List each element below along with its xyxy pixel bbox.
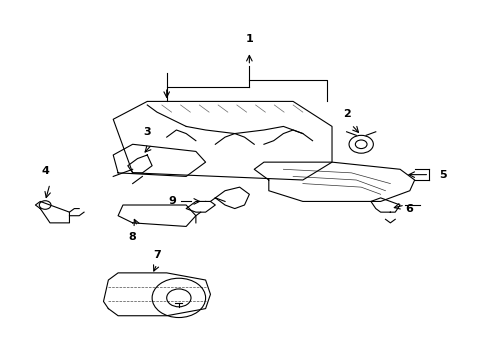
Text: 9: 9	[168, 197, 176, 206]
Text: 6: 6	[404, 203, 412, 213]
Text: 1: 1	[245, 34, 253, 44]
Text: 7: 7	[153, 250, 161, 260]
Text: 5: 5	[438, 170, 446, 180]
Text: 3: 3	[143, 127, 151, 137]
Text: 4: 4	[41, 166, 49, 176]
Text: 2: 2	[342, 109, 350, 119]
Text: 8: 8	[128, 232, 136, 242]
